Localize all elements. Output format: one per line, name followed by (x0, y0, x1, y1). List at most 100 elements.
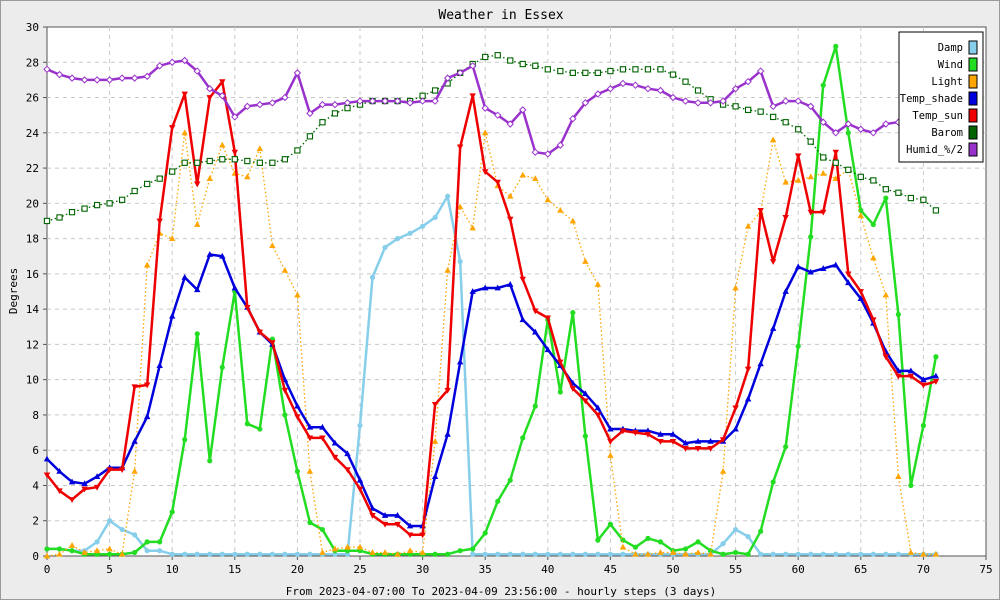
legend-swatch-barom (968, 125, 978, 140)
data-point (694, 87, 702, 94)
data-point (620, 551, 626, 557)
data-point (482, 53, 489, 61)
data-point (595, 537, 601, 543)
data-point (494, 111, 502, 119)
data-point (55, 70, 64, 79)
data-point (131, 437, 138, 444)
data-point (143, 72, 151, 81)
data-point (932, 372, 940, 379)
data-point (695, 539, 701, 545)
data-point (369, 549, 376, 555)
data-point (932, 207, 940, 214)
data-point (507, 551, 513, 557)
x-tick-label: 45 (604, 563, 617, 576)
data-point (694, 446, 702, 452)
y-tick-label: 18 (26, 233, 39, 246)
data-point (344, 450, 351, 457)
x-tick-label: 10 (166, 563, 179, 576)
data-point (81, 549, 88, 555)
data-point (669, 549, 677, 555)
data-point (682, 446, 689, 452)
data-point (870, 221, 876, 228)
data-point (143, 413, 151, 420)
data-point (732, 284, 739, 291)
data-point (732, 405, 739, 412)
x-tick-label: 20 (291, 563, 304, 576)
data-point (181, 56, 189, 65)
data-point (68, 478, 76, 485)
series-line-temp-sun (46, 80, 937, 537)
data-point (369, 513, 376, 519)
data-point (745, 534, 751, 540)
data-point (243, 102, 252, 111)
series-temp-shade (43, 251, 940, 529)
data-point (820, 551, 826, 557)
data-point (181, 91, 188, 98)
data-point (531, 148, 539, 156)
data-point (507, 216, 514, 223)
data-point (569, 69, 576, 76)
y-tick-label: 0 (32, 550, 39, 563)
data-point (832, 261, 839, 268)
data-point (456, 144, 464, 151)
data-point (281, 156, 289, 163)
data-point (419, 549, 426, 555)
data-point (707, 446, 714, 452)
data-point (582, 398, 589, 405)
data-point (394, 512, 401, 518)
data-point (56, 467, 63, 474)
data-point (595, 551, 601, 557)
data-point (619, 543, 627, 550)
data-point (782, 215, 789, 221)
data-point (294, 468, 300, 474)
data-point (732, 103, 739, 110)
data-point (470, 546, 476, 552)
x-tick-label: 35 (479, 563, 492, 576)
data-point (444, 266, 451, 273)
data-point (870, 317, 877, 324)
data-point (143, 261, 151, 268)
data-point (444, 430, 451, 437)
data-point (469, 224, 476, 231)
data-point (733, 549, 739, 556)
y-tick-label: 16 (26, 268, 39, 281)
data-point (632, 550, 639, 557)
y-tick-label: 20 (26, 197, 39, 210)
data-point (469, 288, 476, 294)
data-point (381, 521, 389, 528)
data-point (845, 279, 852, 286)
data-point (807, 209, 814, 216)
data-point (682, 550, 689, 557)
data-point (782, 178, 789, 185)
data-point (381, 549, 389, 555)
data-point (645, 535, 651, 541)
data-point (832, 159, 839, 166)
data-point (194, 551, 200, 557)
data-point (758, 551, 764, 557)
y-tick-label: 30 (26, 21, 39, 34)
legend-swatch-temp-shade (968, 91, 978, 106)
data-point (757, 108, 764, 115)
data-point (507, 192, 514, 199)
data-point (331, 454, 339, 461)
y-tick-label: 8 (32, 409, 39, 422)
data-point (131, 187, 138, 195)
data-point (769, 325, 777, 331)
legend-swatch-wind (968, 57, 978, 72)
data-point (795, 551, 801, 557)
data-point (507, 281, 514, 287)
data-point (206, 95, 213, 101)
data-point (93, 547, 101, 554)
data-point (318, 100, 327, 109)
data-point (431, 473, 439, 480)
data-point (857, 173, 864, 181)
data-point (43, 65, 51, 74)
data-point (557, 67, 564, 75)
data-point (118, 467, 126, 473)
data-point (469, 93, 476, 100)
data-point (519, 106, 527, 114)
data-point (43, 552, 51, 559)
data-point (445, 193, 451, 199)
data-point (56, 550, 63, 557)
